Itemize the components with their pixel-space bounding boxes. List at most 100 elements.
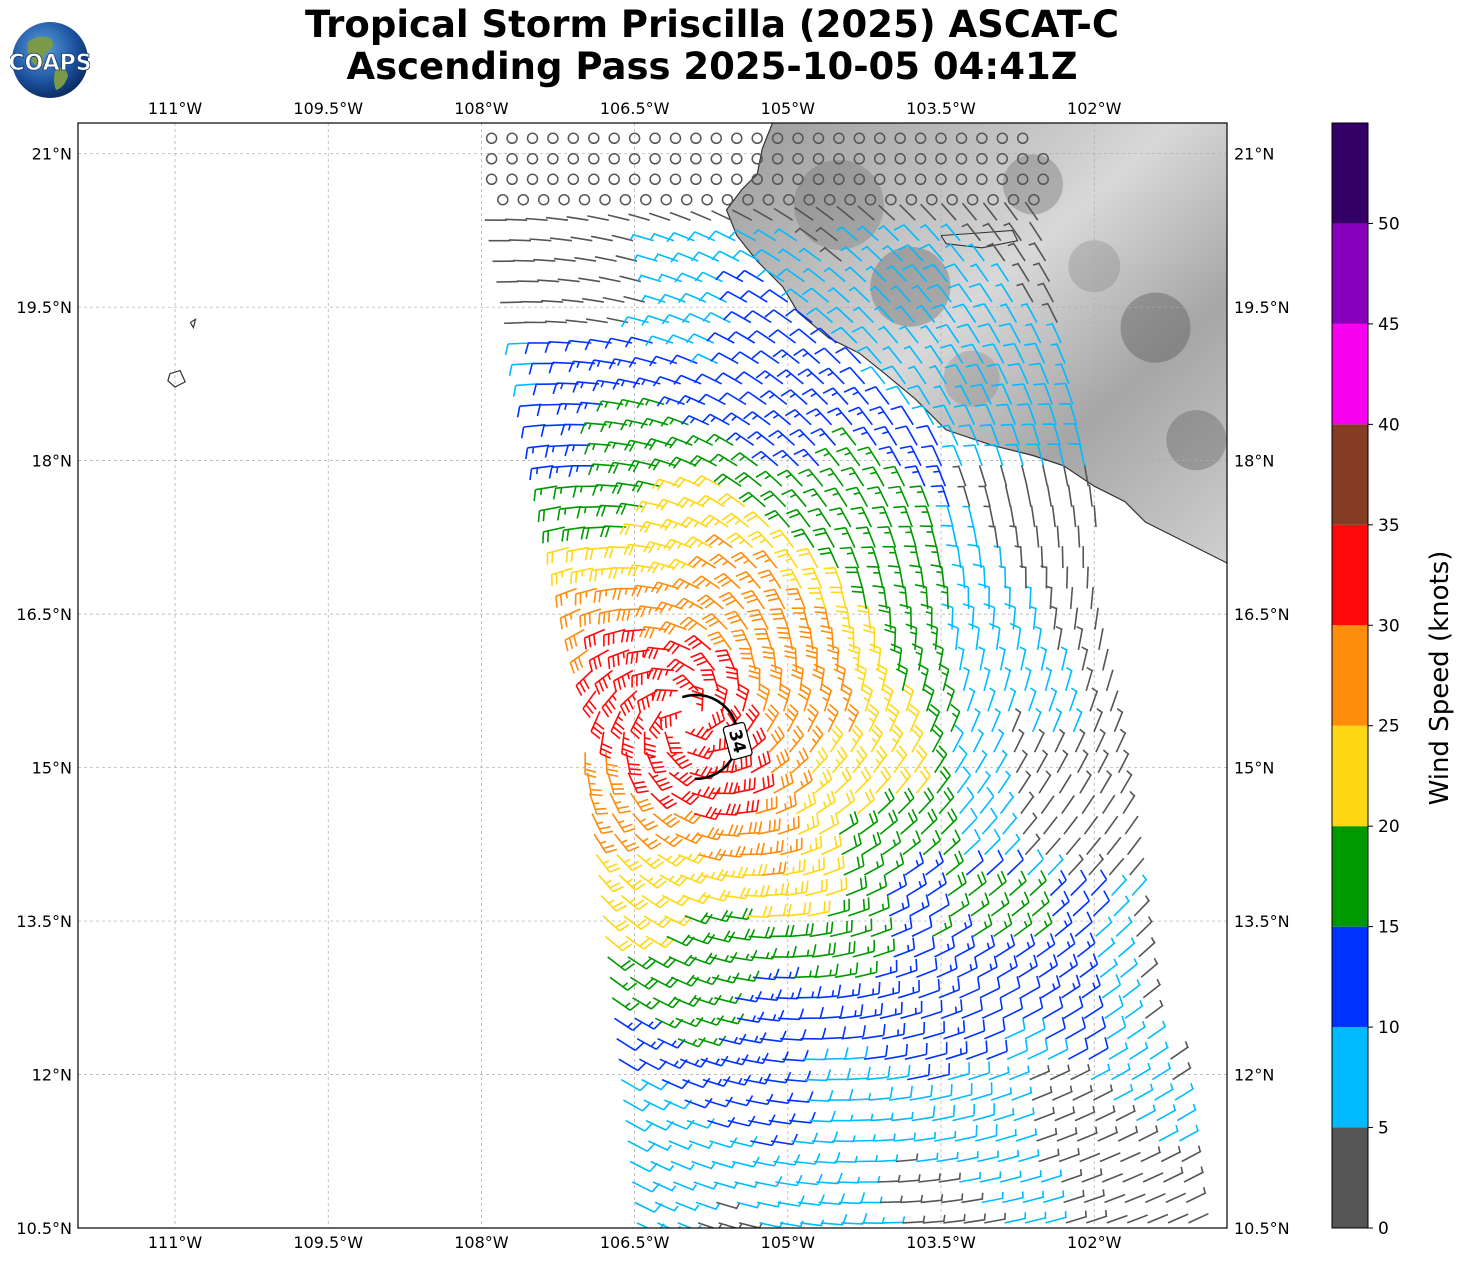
wind-barb — [895, 1153, 919, 1163]
wind-barb — [811, 746, 829, 774]
wind-barb — [595, 854, 621, 873]
calm-marker — [823, 193, 836, 206]
wind-barb — [825, 877, 848, 897]
wind-barb — [1051, 505, 1056, 528]
wind-barb — [848, 406, 873, 426]
wind-barb — [983, 505, 995, 528]
wind-barb — [764, 1071, 792, 1084]
wind-barb — [716, 824, 744, 837]
wind-barb — [1062, 464, 1069, 487]
wind-barb — [1033, 912, 1053, 938]
colorbar-bin — [1332, 725, 1368, 827]
wind-barb — [644, 438, 673, 451]
wind-barb — [751, 450, 779, 467]
wind-barb — [898, 525, 917, 548]
calm-marker — [567, 173, 580, 186]
wind-barb — [987, 687, 996, 712]
wind-barb — [802, 1048, 829, 1061]
wind-barb — [1099, 1152, 1121, 1163]
wind-barb — [986, 849, 1004, 876]
wind-barb — [789, 428, 816, 446]
wind-barb — [836, 983, 861, 999]
wind-barb — [777, 815, 800, 835]
wind-barb — [1031, 891, 1050, 917]
wind-barb — [911, 643, 924, 671]
wind-barb — [938, 1172, 961, 1183]
wind-barb — [520, 424, 546, 439]
calm-marker — [721, 193, 734, 206]
wind-barb — [1063, 1189, 1085, 1204]
wind-barb — [757, 569, 782, 589]
wind-barb — [679, 616, 708, 631]
wind-barb — [1045, 1211, 1067, 1224]
wind-barb — [829, 724, 844, 753]
wind-barb — [1058, 773, 1072, 794]
wind-barb — [532, 383, 559, 396]
wind-barb — [1047, 1038, 1069, 1060]
wind-barb — [800, 1027, 827, 1040]
colorbar-tick: 15 — [1378, 918, 1400, 938]
wind-barb — [937, 424, 959, 446]
wind-barb — [740, 589, 765, 610]
wind-barb — [764, 309, 793, 324]
wind-barb — [602, 915, 630, 932]
wind-barb — [1042, 423, 1061, 446]
wind-barb — [592, 484, 619, 496]
wind-barb — [516, 403, 542, 418]
wind-barb — [954, 384, 972, 405]
wind-barb — [575, 669, 593, 696]
wind-barb — [1158, 1125, 1179, 1142]
calm-marker — [1016, 132, 1029, 145]
wind-barb — [931, 914, 953, 938]
wind-barb — [690, 652, 716, 671]
wind-barb — [734, 799, 760, 815]
wind-barb — [984, 1018, 1006, 1040]
calm-marker — [506, 173, 518, 186]
wind-barb — [933, 384, 951, 405]
wind-barb — [982, 202, 998, 221]
wind-barb — [1113, 708, 1124, 733]
wind-barb — [718, 392, 747, 406]
wind-barb — [850, 585, 868, 610]
wind-barb — [920, 444, 943, 467]
wind-barb — [873, 938, 895, 958]
colorbar-tick: 35 — [1378, 516, 1400, 536]
wind-barb — [697, 1222, 723, 1228]
wind-barb — [629, 792, 655, 813]
wind-barb — [779, 568, 803, 589]
wind-barb — [645, 751, 667, 774]
wind-barb — [650, 1160, 675, 1172]
wind-barb — [616, 608, 642, 622]
wind-barb — [979, 423, 1000, 446]
calm-marker — [914, 153, 927, 165]
wind-barb — [945, 1041, 968, 1060]
wind-barb — [1067, 853, 1084, 876]
wind-barb — [866, 1065, 891, 1081]
wind-barb — [811, 663, 825, 691]
wind-barb — [936, 1151, 959, 1163]
axis-ticks: 111°W 111°W 109.5°W 109.5°W 108°W 108°W 106.5°… — [16, 99, 1289, 1252]
wind-barb — [712, 782, 739, 795]
wind-barb — [907, 703, 920, 733]
wind-barb — [882, 545, 901, 569]
wind-barb — [827, 407, 853, 426]
wind-barb — [726, 432, 755, 446]
calm-marker — [710, 173, 723, 186]
wind-barb — [827, 1088, 854, 1101]
wind-barb — [895, 425, 918, 446]
wind-barb — [895, 766, 911, 794]
wind-barb — [682, 891, 711, 905]
wind-barb — [869, 643, 882, 671]
wind-barb — [983, 666, 991, 692]
colorbar-label: Wind Speed (knots) — [1425, 551, 1455, 806]
wind-barb — [702, 1076, 731, 1087]
wind-barb — [739, 1032, 767, 1044]
wind-barb — [693, 994, 722, 1006]
wind-barb — [809, 921, 834, 938]
wind-barb — [899, 325, 919, 344]
wind-barb — [909, 485, 930, 507]
wind-barb — [940, 203, 957, 221]
calm-marker — [731, 132, 743, 145]
wind-barb — [753, 228, 777, 242]
calm-marker — [905, 193, 918, 206]
